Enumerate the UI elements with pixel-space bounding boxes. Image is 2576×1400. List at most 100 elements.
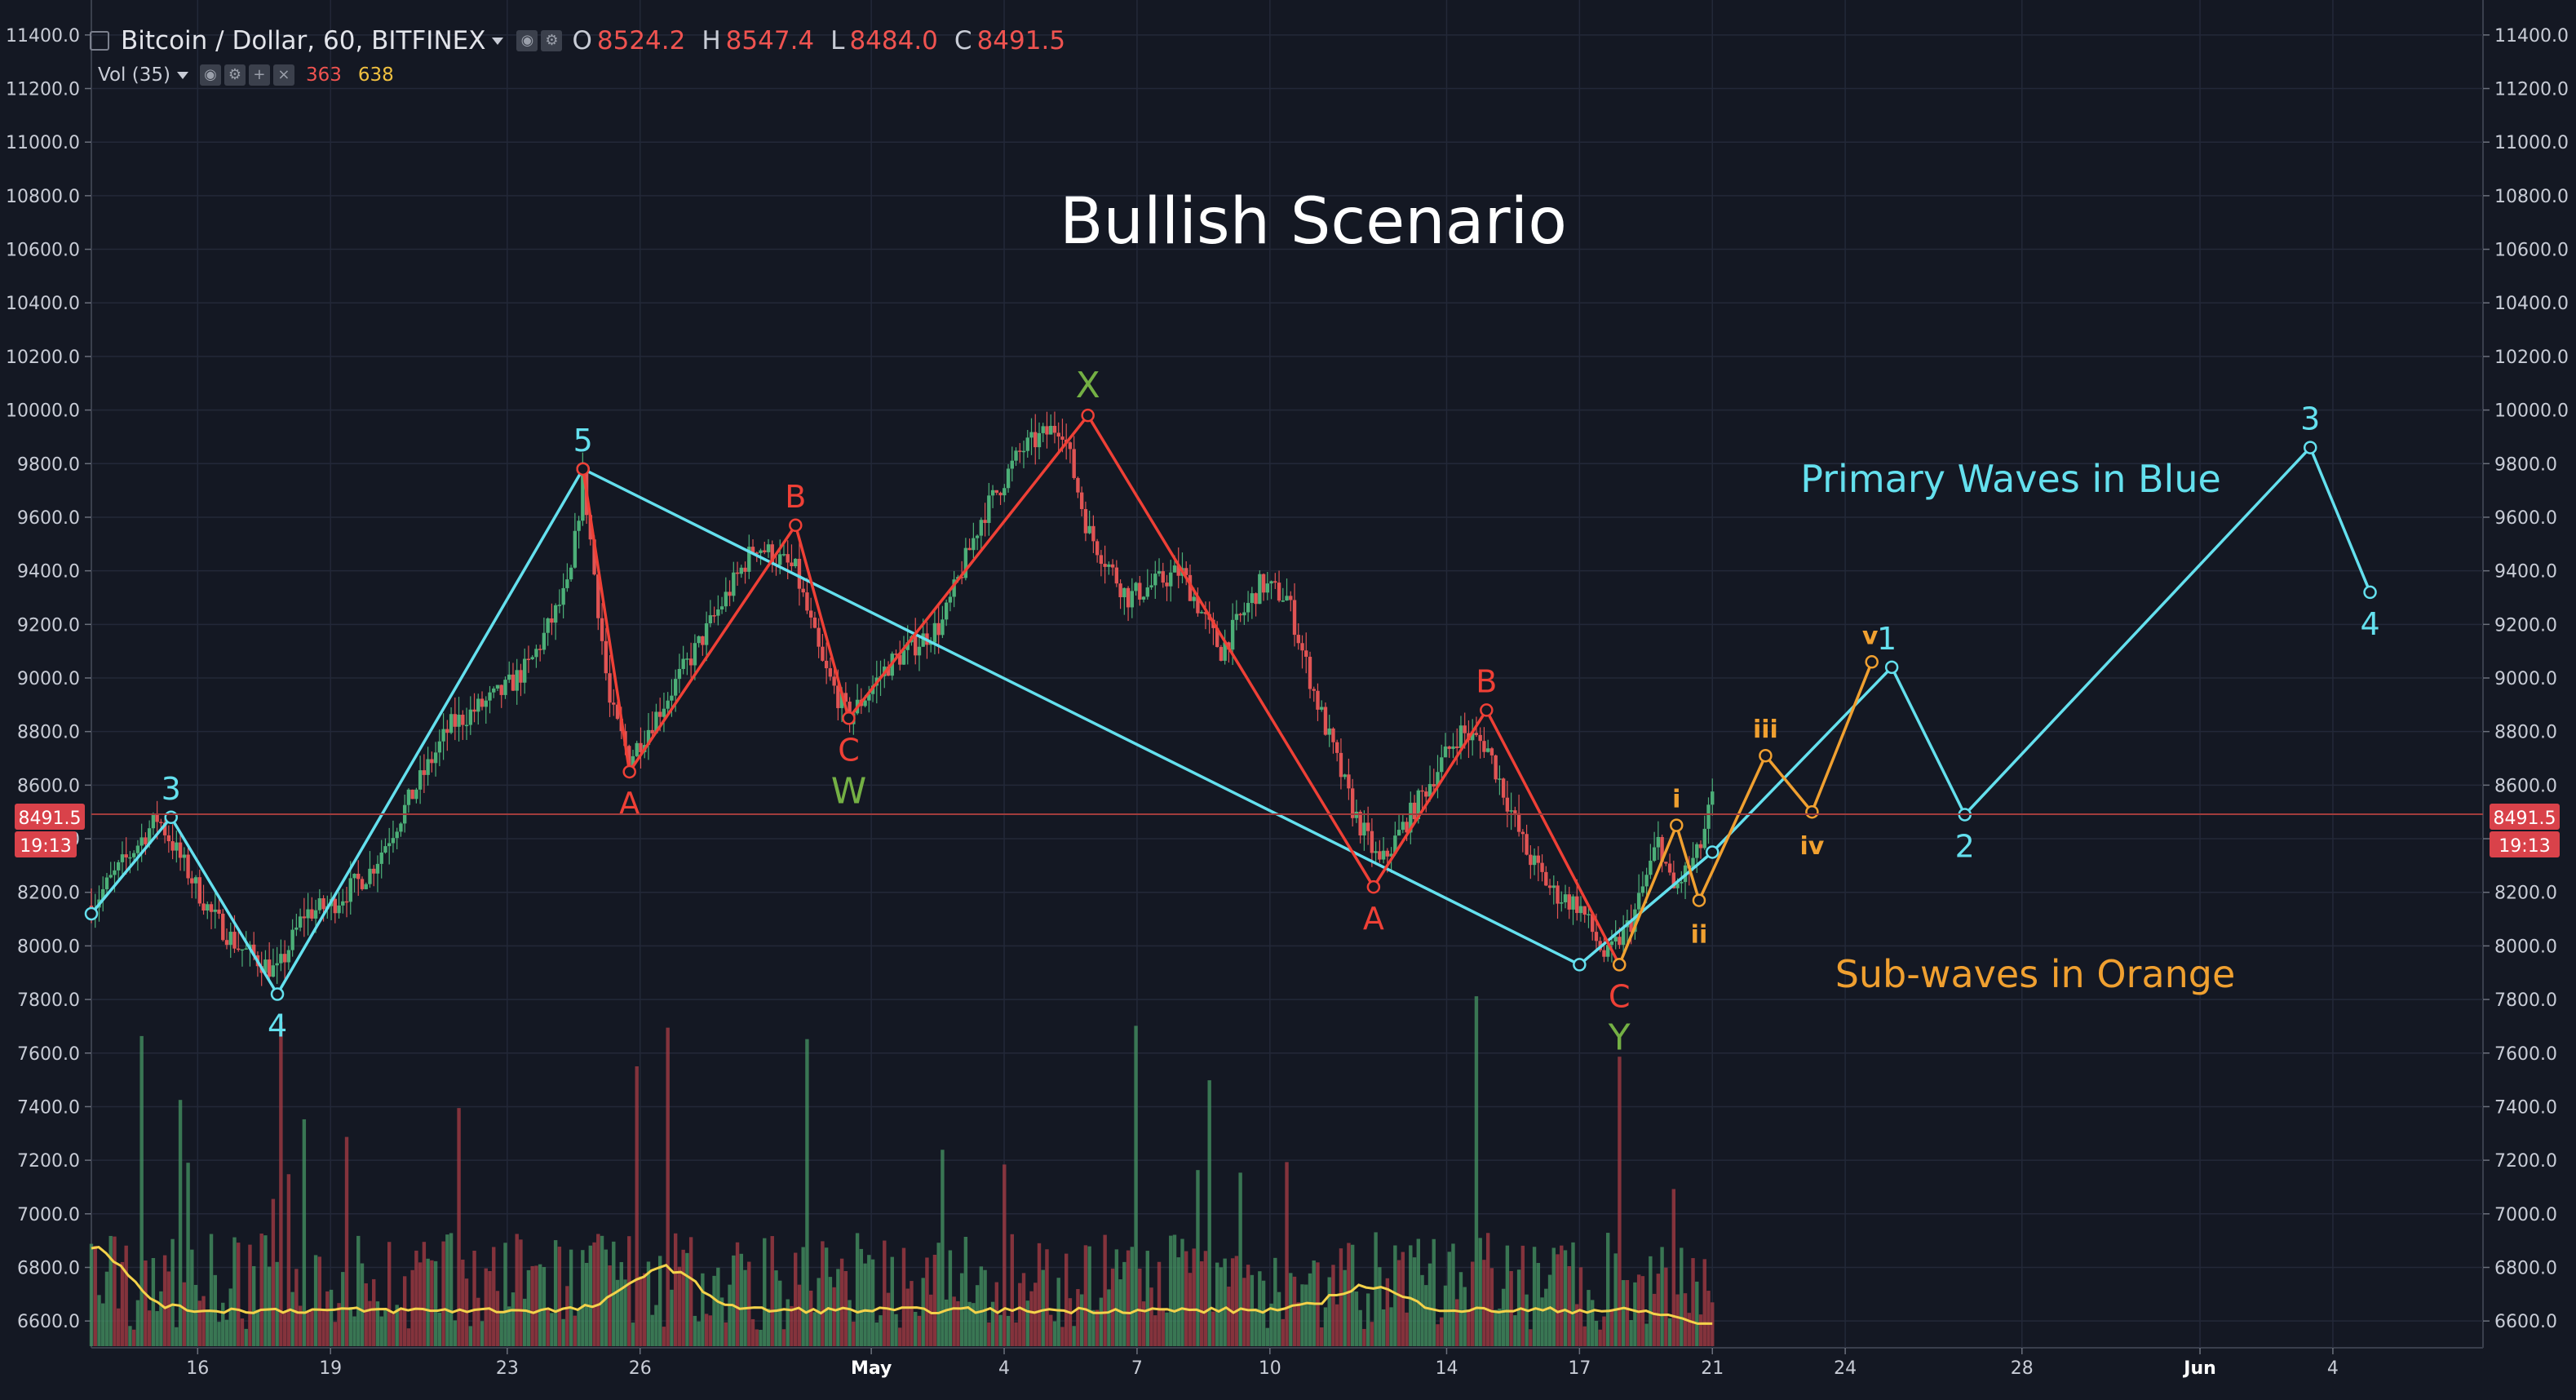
volume-bar [1409, 1245, 1413, 1346]
volume-add-icon[interactable]: + [248, 64, 270, 86]
y-tick-label: 9800.0 [17, 454, 80, 475]
wave-label: B [1476, 663, 1497, 699]
candle-body [941, 619, 945, 636]
candle-body [1079, 492, 1084, 509]
y-tick-label: 7200.0 [17, 1151, 80, 1172]
candle-body [120, 854, 125, 862]
volume-bar [990, 1301, 995, 1346]
y-tick-label-right: 8600.0 [2494, 776, 2557, 796]
wave-pivot-primary [164, 810, 178, 825]
volume-eye-icon[interactable]: ◉ [199, 64, 221, 86]
volume-bar [553, 1240, 558, 1346]
volume-bar [1130, 1247, 1135, 1346]
volume-bar [1347, 1243, 1351, 1346]
y-tick-label-right: 7800.0 [2494, 990, 2557, 1011]
candle-body [1281, 600, 1285, 602]
candle-body [1215, 627, 1219, 648]
candle-body [712, 615, 716, 617]
volume-bar [1207, 1080, 1211, 1346]
wave-pivot-corrective [842, 711, 856, 725]
volume-indicator-title[interactable]: Vol (35) [98, 64, 170, 86]
volume-bar [337, 1303, 341, 1346]
candle-body [766, 544, 771, 552]
y-tick-label-right: 8200.0 [2494, 884, 2557, 904]
volume-bar [530, 1265, 534, 1346]
volume-bar [1621, 1280, 1626, 1346]
volume-settings-icon[interactable]: ⚙ [224, 64, 246, 86]
volume-chevron-down-icon[interactable] [176, 71, 188, 79]
volume-bar [395, 1305, 399, 1346]
volume-bar [1618, 1057, 1622, 1346]
wave-pivot-corrective [1081, 408, 1095, 423]
candle-body [1014, 450, 1018, 461]
candle-body [1529, 854, 1533, 866]
candle-body [967, 547, 972, 551]
candle-body [1374, 851, 1378, 853]
candle-body [1347, 774, 1351, 789]
symbol-title[interactable]: Bitcoin / Dollar, 60, BITFINEX [121, 26, 486, 55]
volume-bar [1378, 1267, 1382, 1346]
volume-bar [1060, 1327, 1064, 1346]
candle-body [333, 898, 337, 914]
y-tick-label-right: 11400.0 [2494, 26, 2569, 47]
eye-icon[interactable]: ◉ [516, 30, 538, 51]
y-tick-label-right: 7000.0 [2494, 1205, 2557, 1225]
x-tick-label: 4 [998, 1358, 1010, 1379]
candle-body [1540, 862, 1544, 872]
volume-bar [728, 1284, 732, 1346]
candle-body [178, 842, 183, 858]
wave-label: iii [1753, 716, 1778, 744]
x-tick-label: 21 [1701, 1358, 1724, 1379]
volume-bar [499, 1311, 503, 1346]
settings-icon[interactable]: ⚙ [541, 30, 563, 51]
chevron-down-icon[interactable] [492, 37, 504, 45]
volume-bar [375, 1301, 380, 1346]
volume-bar [244, 1328, 248, 1346]
candle-body [101, 888, 105, 900]
candle-body [735, 572, 740, 574]
volume-bar [101, 1303, 105, 1346]
candle-body [1161, 571, 1165, 583]
collapse-toggle-icon[interactable] [90, 31, 109, 51]
candle-body [1258, 574, 1262, 605]
candle-body [1613, 937, 1618, 941]
volume-bar [1223, 1258, 1227, 1346]
volume-bar [581, 1250, 585, 1346]
volume-bar [763, 1238, 767, 1346]
candle-body [221, 913, 225, 941]
candle-body [894, 653, 898, 655]
candle-body [677, 668, 682, 680]
candle-body [430, 759, 434, 764]
volume-bar [433, 1260, 438, 1346]
candle-body [317, 898, 322, 910]
wave-label: 4 [2360, 606, 2379, 642]
volume-bar [1567, 1265, 1571, 1346]
candle-body [1134, 583, 1138, 591]
sub-waves-note: Sub-waves in Orange [1835, 952, 2236, 996]
candle-body [1060, 436, 1064, 440]
candle-body [561, 587, 565, 605]
volume-bar [503, 1243, 507, 1346]
candle-body [197, 877, 201, 904]
volume-bar [1664, 1267, 1668, 1346]
volume-bar [306, 1312, 310, 1346]
volume-bar [1547, 1274, 1552, 1346]
candle-body [1118, 583, 1122, 598]
candle-body [1269, 581, 1273, 584]
volume-bar [1141, 1301, 1146, 1346]
volume-bar [1536, 1263, 1541, 1346]
candle-body [1563, 894, 1568, 902]
volume-bar [987, 1322, 991, 1346]
candle-body [963, 547, 968, 578]
volume-bar [1358, 1309, 1362, 1346]
candle-body [1219, 647, 1224, 661]
volume-bar [414, 1250, 418, 1346]
volume-bar [1056, 1278, 1060, 1346]
volume-bar [209, 1234, 214, 1346]
volume-close-icon[interactable]: × [272, 64, 294, 86]
candle-body [1501, 778, 1506, 798]
candle-body [279, 954, 283, 964]
volume-bar [910, 1281, 914, 1346]
wave-pivot-sub_waves [1670, 818, 1684, 832]
